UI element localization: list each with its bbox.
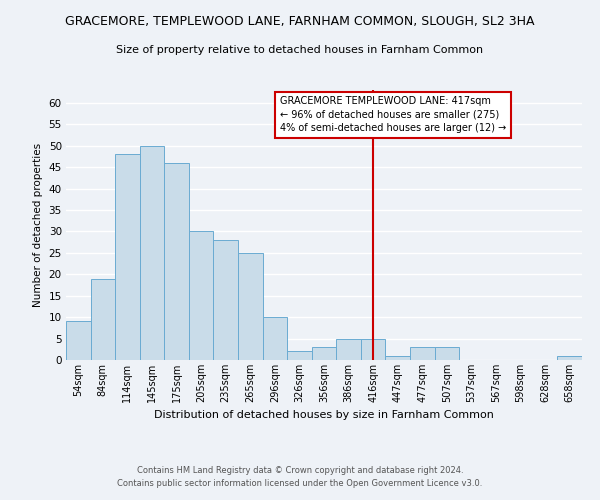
Bar (385, 356, 410, 360)
X-axis label: Distribution of detached houses by size in Farnham Common: Distribution of detached houses by size … (154, 410, 494, 420)
Bar (214, 240, 238, 360)
Text: GRACEMORE TEMPLEWOOD LANE: 417sqm
← 96% of detached houses are smaller (275)
4% : GRACEMORE TEMPLEWOOD LANE: 417sqm ← 96% … (280, 96, 506, 133)
Text: GRACEMORE, TEMPLEWOOD LANE, FARNHAM COMMON, SLOUGH, SL2 3HA: GRACEMORE, TEMPLEWOOD LANE, FARNHAM COMM… (65, 15, 535, 28)
Bar (557, 356, 582, 360)
Y-axis label: Number of detached properties: Number of detached properties (33, 143, 43, 307)
Bar (164, 163, 189, 360)
Bar (115, 154, 140, 360)
Bar (336, 338, 361, 360)
Bar (140, 146, 164, 360)
Bar (410, 347, 434, 360)
Bar (66, 322, 91, 360)
Bar (238, 253, 263, 360)
Bar (287, 352, 312, 360)
Bar (189, 232, 214, 360)
Bar (361, 338, 385, 360)
Text: Contains HM Land Registry data © Crown copyright and database right 2024.
Contai: Contains HM Land Registry data © Crown c… (118, 466, 482, 487)
Bar (263, 317, 287, 360)
Bar (312, 347, 336, 360)
Bar (91, 278, 115, 360)
Bar (434, 347, 459, 360)
Text: Size of property relative to detached houses in Farnham Common: Size of property relative to detached ho… (116, 45, 484, 55)
